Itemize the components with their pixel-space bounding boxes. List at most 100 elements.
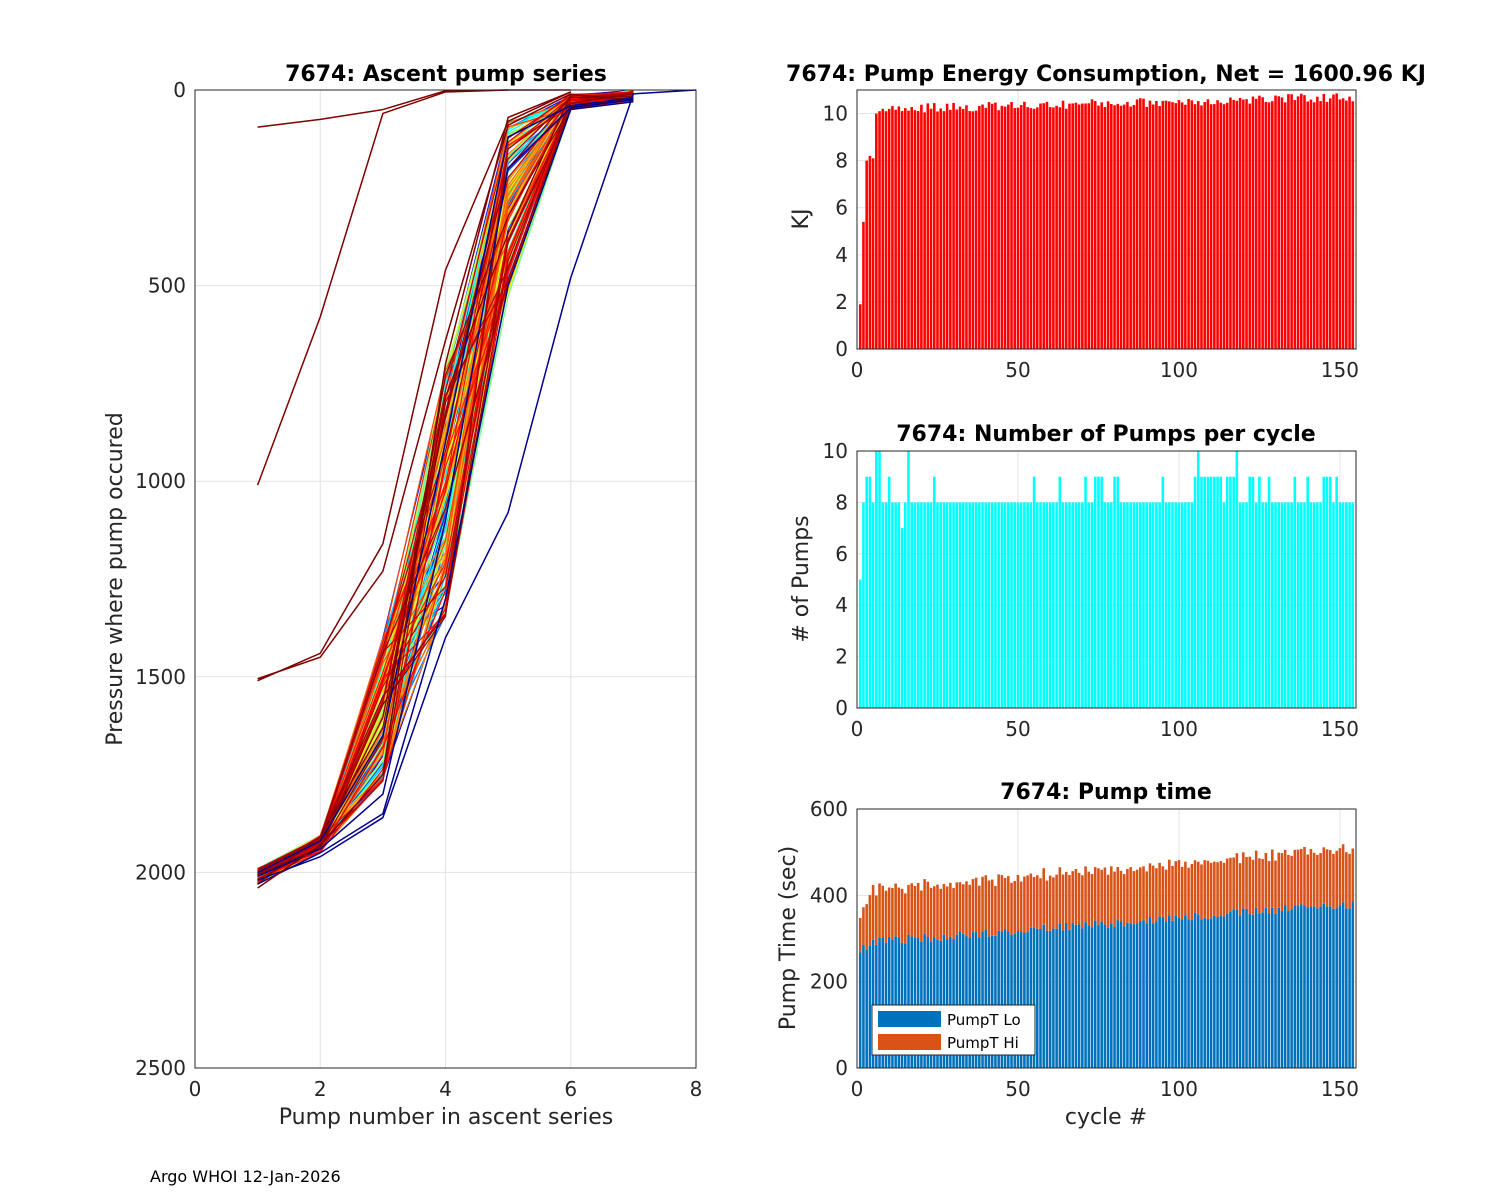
pumptime-lo-bar (1132, 923, 1136, 1068)
energy-bar (1261, 97, 1264, 350)
npumps-bar (1155, 502, 1158, 708)
npumps-bar (952, 502, 955, 708)
npumps-bar (929, 502, 933, 708)
energy-bar (1245, 99, 1248, 350)
x-tick-label: 0 (851, 358, 864, 382)
npumps-bar (1139, 502, 1142, 708)
y-tick-label: 4 (835, 593, 848, 617)
pumptime-axes-box (856, 808, 1357, 1069)
pumptime-hi-bar (1264, 852, 1268, 908)
energy-bar (1309, 99, 1313, 350)
npumps-bar (1274, 502, 1277, 708)
energy-bar (932, 103, 936, 349)
energy-bar (1193, 104, 1197, 349)
npumps-bar (894, 502, 897, 708)
npumps-bar (897, 502, 901, 708)
energy-bar (1090, 99, 1094, 349)
npumps-bar (984, 502, 988, 708)
pumptime-hi-bar (1203, 860, 1206, 918)
pumptime-hi-bar (1177, 860, 1181, 918)
pumptime-hi-bar (1161, 866, 1165, 918)
y-tick-label: 500 (148, 274, 186, 298)
npumps-chart: 7674: Number of Pumps per cycle 0 50 100 15… (789, 422, 1359, 741)
pumptime-lo-bar (965, 936, 968, 1068)
energy-ticks: 0 50 100 150 0 2 4 6 8 10 (823, 102, 1359, 382)
energy-bar (910, 107, 914, 349)
pumptime-hi-bar (1290, 855, 1293, 910)
pumptime-lo-bar (987, 936, 991, 1068)
npumps-bar (1145, 502, 1149, 708)
ascent-series-line (257, 93, 572, 680)
pumptime-hi-bar (1119, 870, 1123, 922)
energy-bar (1258, 95, 1261, 349)
npumps-bar (1032, 476, 1036, 708)
energy-bar (971, 111, 975, 349)
pumptime-lo-bar (1035, 928, 1039, 1068)
energy-bar (1332, 94, 1335, 349)
pumptime-hi-bar (1222, 862, 1226, 917)
x-tick-label: 0 (189, 1077, 202, 1101)
energy-bar (1171, 102, 1174, 349)
npumps-bar (881, 502, 885, 708)
pumptime-lo-bar (1296, 905, 1300, 1068)
npumps-bar (1171, 502, 1174, 708)
energy-bar (1248, 103, 1252, 349)
pumptime-legend: PumpT Lo PumpT Hi (871, 1004, 1036, 1056)
energy-bar (968, 111, 971, 349)
npumps-bar (926, 502, 930, 708)
pumptime-lo-bar (1026, 932, 1029, 1068)
pumptime-lo-bar (1335, 908, 1338, 1068)
npumps-bar (1110, 502, 1113, 708)
energy-bar (1184, 104, 1187, 349)
energy-bar (1283, 102, 1287, 349)
pumptime-hi-bar (1064, 871, 1068, 923)
energy-bar (1122, 104, 1126, 349)
npumps-bar (891, 502, 894, 708)
energy-bar (1267, 102, 1271, 349)
pumptime-hi-bar (1309, 849, 1313, 907)
pumptime-lo-bar (1238, 915, 1242, 1068)
pumptime-hi-bar (1129, 867, 1132, 924)
pumptime-hi-bar (1328, 850, 1332, 907)
pumptime-hi-bar (1039, 878, 1042, 929)
pumptime-hi-bar (1335, 850, 1338, 909)
npumps-bar (1193, 476, 1197, 708)
npumps-bar (1061, 502, 1065, 708)
pumptime-lo-bar (1019, 931, 1023, 1068)
energy-bar (1164, 100, 1168, 349)
energy-bar (1316, 96, 1319, 349)
npumps-bar (1190, 502, 1194, 708)
pumptime-hi-bar (1035, 875, 1039, 929)
x-tick-label: 2 (314, 1077, 327, 1101)
pumptime-hi-bar (974, 877, 978, 933)
energy-bar (920, 104, 923, 349)
energy-bar (1180, 102, 1184, 349)
pumptime-lo-bar (961, 933, 965, 1068)
energy-bar (871, 158, 875, 349)
pumptime-lo-bar (1061, 930, 1065, 1068)
pumptime-hi-bar (1180, 866, 1184, 920)
npumps-bar (1338, 502, 1342, 708)
pumptime-lo-bar (862, 944, 865, 1068)
pumptime-hi-bar (1299, 848, 1303, 905)
npumps-bar (971, 502, 975, 708)
legend-swatch-lo (878, 1011, 941, 1027)
pumptime-hi-bar (1238, 863, 1242, 916)
pumptime-hi-bar (994, 885, 997, 936)
pumptime-hi-bar (907, 884, 910, 935)
x-tick-label: 100 (1160, 358, 1198, 382)
pumptime-hi-bar (1155, 868, 1158, 922)
pumptime-hi-bar (1245, 856, 1248, 909)
pumptime-lo-bar (894, 936, 897, 1068)
npumps-bar (955, 502, 959, 708)
npumps-bar (1325, 476, 1329, 708)
pumptime-lo-bar (1306, 907, 1309, 1068)
pumptime-lo-bar (1203, 917, 1206, 1068)
npumps-bar (1039, 502, 1042, 708)
energy-bar (1296, 96, 1300, 349)
pumptime-lo-bar (1209, 918, 1213, 1068)
energy-bar (1200, 105, 1203, 349)
energy-bar (1084, 103, 1087, 349)
energy-bar (1110, 104, 1113, 349)
pumptime-hi-bar (984, 875, 988, 930)
